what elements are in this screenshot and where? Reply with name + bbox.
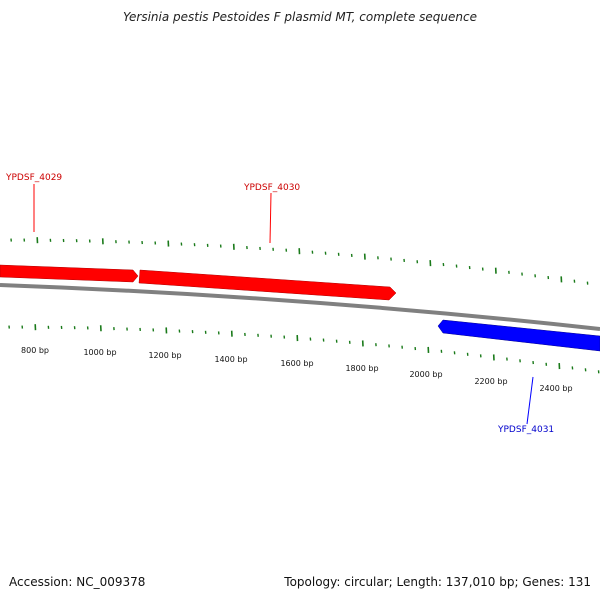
gene-label-ypdsf-4029[interactable]: YPDSF_4029 <box>5 173 62 183</box>
gene-arrow-ypdsf-4031[interactable] <box>437 319 600 352</box>
label-leader-ypdsf-4031 <box>526 376 534 425</box>
accession-text: Accession: NC_009378 <box>9 575 146 589</box>
tick-label-2400: 2400 bp <box>539 384 572 393</box>
tick-label-2000: 2000 bp <box>409 370 442 379</box>
tick-label-1800: 1800 bp <box>345 364 378 373</box>
label-leader-ypdsf-4030 <box>269 192 272 244</box>
tick-label-1200: 1200 bp <box>148 351 181 360</box>
tick-label-1400: 1400 bp <box>214 355 247 364</box>
tick-label-1600: 1600 bp <box>280 359 313 368</box>
gene-label-ypdsf-4030[interactable]: YPDSF_4030 <box>243 183 300 193</box>
gene-arrow-ypdsf-4029[interactable] <box>0 264 139 283</box>
map-title: Yersinia pestis Pestoides F plasmid MT, … <box>122 10 477 24</box>
gene-label-ypdsf-4031[interactable]: YPDSF_4031 <box>497 425 554 435</box>
topology-summary: Topology: circular; Length: 137,010 bp; … <box>284 575 591 589</box>
gene-arrow-ypdsf-4030[interactable] <box>138 269 397 301</box>
backbone-line <box>0 283 600 331</box>
tick-label-800: 800 bp <box>21 346 49 355</box>
tick-label-1000: 1000 bp <box>83 348 116 357</box>
outer-tick-ring <box>10 237 589 285</box>
inner-tick-ring <box>8 324 600 374</box>
tick-label-2200: 2200 bp <box>474 377 507 386</box>
